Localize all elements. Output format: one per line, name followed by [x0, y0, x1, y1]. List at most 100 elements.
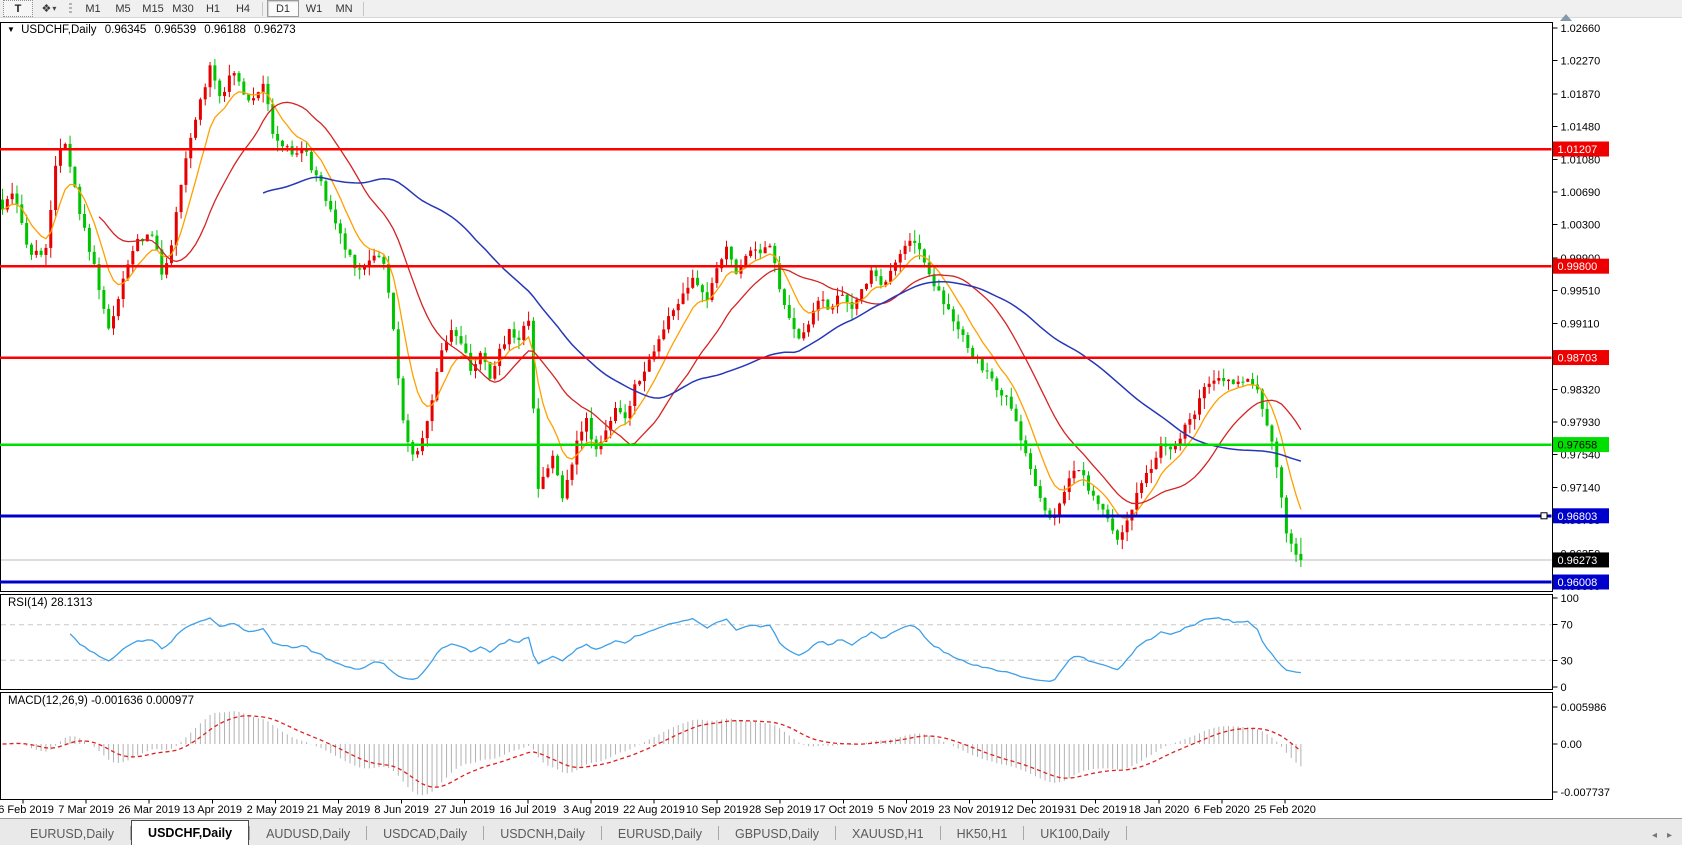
svg-text:3 Aug 2019: 3 Aug 2019: [563, 804, 619, 816]
quote-open: 0.96345: [104, 24, 147, 36]
svg-text:26 Mar 2019: 26 Mar 2019: [118, 804, 180, 816]
svg-text:0: 0: [1561, 682, 1567, 694]
toolbar-separator: [262, 1, 263, 16]
tab-scroll-buttons: ◂ ▸: [1652, 830, 1672, 841]
svg-text:0.99110: 0.99110: [1561, 319, 1600, 331]
tab-usdcnh-daily[interactable]: USDCNH,Daily: [500, 827, 585, 841]
toolbar-grip: [69, 2, 72, 15]
text-tool-button[interactable]: T: [3, 0, 33, 17]
tab-audusd-daily[interactable]: AUDUSD,Daily: [266, 827, 351, 841]
timeframe-toolbar: M1 M5 M15 M30 H1 H4 D1 W1 MN: [78, 0, 368, 17]
macd-panel[interactable]: [0, 692, 1553, 800]
tab-separator: [939, 826, 941, 840]
rsi-layer: [1, 617, 1552, 682]
svg-text:-0.007737: -0.007737: [1561, 787, 1611, 799]
main-chart-panel[interactable]: [0, 22, 1553, 592]
tab-separator: [483, 826, 485, 840]
tab-eurusd-daily[interactable]: EURUSD,Daily: [30, 827, 115, 841]
price-badge-0.98703: [1553, 350, 1609, 366]
svg-text:23 Nov 2019: 23 Nov 2019: [938, 804, 1000, 816]
svg-text:1.00300: 1.00300: [1561, 220, 1601, 232]
price-badge-0.99800: [1553, 258, 1609, 274]
svg-text:16 Feb 2019: 16 Feb 2019: [0, 804, 54, 816]
tab-hk50-h1[interactable]: HK50,H1: [956, 827, 1008, 841]
svg-text:70: 70: [1561, 620, 1573, 632]
timeframe-button-h1[interactable]: H1: [205, 2, 221, 15]
ma-fast-line: [2, 91, 1302, 520]
svg-text:18 Jan 2020: 18 Jan 2020: [1129, 804, 1190, 816]
timeframe-button-m15[interactable]: M15: [142, 2, 164, 15]
svg-text:0.96273: 0.96273: [1558, 555, 1598, 567]
svg-text:5 Nov 2019: 5 Nov 2019: [878, 804, 934, 816]
price-badge-0.97658: [1553, 437, 1609, 453]
objects-tool-button[interactable]: ❖ ▾: [35, 1, 63, 16]
tab-uk100-daily[interactable]: UK100,Daily: [1040, 827, 1110, 841]
svg-text:17 Oct 2019: 17 Oct 2019: [813, 804, 873, 816]
svg-text:0.96803: 0.96803: [1558, 511, 1598, 523]
svg-text:100: 100: [1561, 593, 1579, 605]
price-badge-0.96803: [1553, 508, 1609, 524]
tab-usdcad-daily[interactable]: USDCAD,Daily: [383, 827, 468, 841]
svg-text:1.02270: 1.02270: [1561, 55, 1601, 67]
svg-text:31 Dec 2019: 31 Dec 2019: [1065, 804, 1127, 816]
moving-averages-layer: [2, 91, 1302, 520]
line-edit-handle[interactable]: [1540, 512, 1548, 520]
macd-layer: [2, 711, 1302, 796]
collapse-quote-icon[interactable]: ▼: [7, 25, 15, 34]
svg-text:1.02660: 1.02660: [1561, 23, 1601, 35]
svg-text:13 Apr 2019: 13 Apr 2019: [183, 804, 242, 816]
svg-text:2 May 2019: 2 May 2019: [247, 804, 304, 816]
macd-indicator-label: MACD(12,26,9) -0.001636 0.000977: [8, 695, 195, 707]
timeframe-button-d1[interactable]: D1: [267, 0, 299, 17]
svg-text:30: 30: [1561, 655, 1573, 667]
chart-tab-bar: EURUSD,Daily USDCHF,Daily AUDUSD,Daily USDC…: [0, 818, 1682, 845]
svg-text:0.97658: 0.97658: [1558, 440, 1598, 452]
tab-separator: [835, 826, 837, 840]
price-axis[interactable]: 1.02660 1.02270 1.01870 1.01480 1.01080 1.006…: [1552, 23, 1611, 799]
objects-tool-icon: ❖: [41, 3, 52, 15]
svg-text:0.98703: 0.98703: [1558, 353, 1598, 365]
tab-separator: [1023, 826, 1025, 840]
tab-scroll-left-icon[interactable]: ◂: [1651, 830, 1657, 841]
tab-eurusd-daily[interactable]: EURUSD,Daily: [617, 827, 702, 841]
rsi-panel[interactable]: [0, 594, 1553, 690]
tab-separator: [1125, 826, 1127, 840]
svg-text:25 Feb 2020: 25 Feb 2020: [1254, 804, 1316, 816]
tab-scroll-right-icon[interactable]: ▸: [1666, 830, 1672, 841]
svg-text:0.97930: 0.97930: [1561, 417, 1601, 429]
price-badge-1.01207: [1553, 141, 1609, 157]
svg-text:0.00: 0.00: [1561, 739, 1582, 751]
svg-text:10 Sep 2019: 10 Sep 2019: [686, 804, 748, 816]
toolbar-separator: [363, 1, 364, 16]
tab-separator: [600, 826, 602, 840]
svg-text:0.99510: 0.99510: [1561, 285, 1601, 297]
timeframe-button-mn[interactable]: MN: [335, 2, 353, 15]
svg-text:1.00690: 1.00690: [1561, 187, 1601, 199]
chart-symbol-label: USDCHF,Daily: [21, 24, 97, 36]
tab-usdchf-daily[interactable]: USDCHF,Daily: [131, 820, 250, 845]
svg-text:12 Dec 2019: 12 Dec 2019: [1001, 804, 1063, 816]
tab-separator: [366, 826, 368, 840]
svg-text:1.01480: 1.01480: [1561, 121, 1601, 133]
tab-separator: [249, 826, 251, 840]
svg-text:1.01207: 1.01207: [1558, 144, 1598, 156]
tab-separator: [717, 826, 719, 840]
timeframe-button-m30[interactable]: M30: [172, 2, 194, 15]
timeframe-button-m1[interactable]: M1: [85, 2, 101, 15]
timeframe-button-w1[interactable]: W1: [305, 2, 323, 15]
svg-text:0.005986: 0.005986: [1561, 702, 1607, 714]
tab-gbpusd-daily[interactable]: GBPUSD,Daily: [734, 827, 820, 841]
svg-text:0.99800: 0.99800: [1558, 261, 1598, 273]
rsi-line: [69, 617, 1301, 682]
timeframe-button-h4[interactable]: H4: [235, 2, 251, 15]
tab-xauusd-h1[interactable]: XAUUSD,H1: [852, 827, 924, 841]
price-badge-0.96273: [1553, 552, 1609, 568]
axis-scroll-up-icon[interactable]: [1560, 14, 1572, 21]
timeframe-button-m5[interactable]: M5: [115, 2, 131, 15]
ma-medium-line: [98, 101, 1302, 505]
svg-text:22 Aug 2019: 22 Aug 2019: [623, 804, 685, 816]
quote-high: 0.96539: [154, 24, 197, 36]
